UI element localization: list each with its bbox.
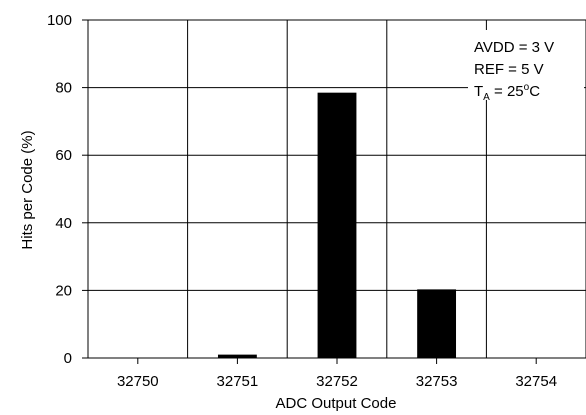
- annotation-ref: REF = 5 V: [474, 61, 544, 78]
- x-tick-label: 32752: [316, 373, 358, 390]
- annotation-background: [468, 30, 584, 100]
- bar-32752: [317, 92, 357, 359]
- y-tick-label: 0: [64, 350, 72, 367]
- y-tick-label: 80: [55, 80, 72, 97]
- y-tick-label: 20: [55, 282, 72, 299]
- temperature-subscript: A: [483, 92, 490, 103]
- y-tick-label: 40: [55, 215, 72, 232]
- bar-32751: [217, 354, 257, 358]
- annotation-temperature: TA = 25oC: [474, 82, 540, 103]
- x-axis-ticks: 32750 32751 32752 32753 32754: [117, 358, 557, 390]
- temperature-equals: = 25: [490, 83, 524, 100]
- y-tick-label: 60: [55, 147, 72, 164]
- x-tick-label: 32753: [416, 373, 458, 390]
- x-tick-label: 32754: [515, 373, 557, 390]
- x-axis-label: ADC Output Code: [276, 395, 397, 412]
- bar-32753: [417, 289, 457, 358]
- x-tick-label: 32751: [217, 373, 259, 390]
- x-tick-label: 32750: [117, 373, 159, 390]
- y-tick-label: 100: [47, 12, 72, 29]
- temperature-base: T: [474, 83, 483, 100]
- bars: [217, 92, 457, 359]
- annotation-box: AVDD = 3 V REF = 5 V TA = 25oC: [468, 30, 584, 103]
- y-axis-ticks: 0 20 40 60 80 100: [47, 12, 88, 367]
- temperature-degree: o: [524, 82, 530, 93]
- annotation-avdd: AVDD = 3 V: [474, 39, 554, 56]
- y-axis-label: Hits per Code (%): [19, 130, 36, 249]
- temperature-unit: C: [529, 83, 540, 100]
